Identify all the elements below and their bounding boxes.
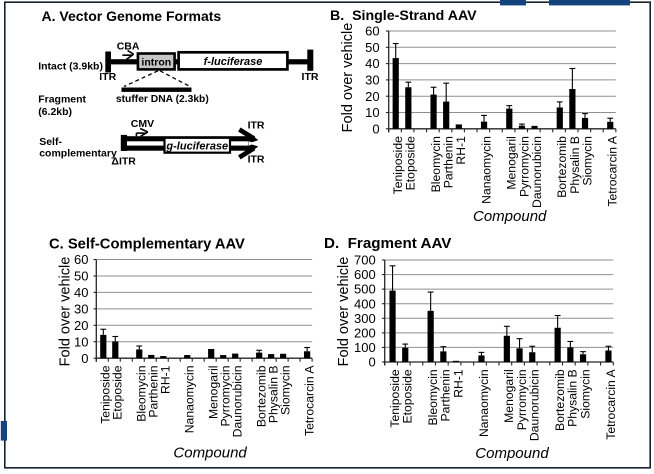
- svg-text:C. Self-Complementary AAV: C. Self-Complementary AAV: [49, 236, 245, 252]
- svg-text:Compound: Compound: [173, 444, 247, 461]
- svg-text:Self-: Self-: [39, 136, 62, 148]
- svg-text:400: 400: [354, 296, 376, 311]
- svg-text:200: 200: [354, 326, 376, 341]
- svg-text:Bleomycin: Bleomycin: [429, 136, 443, 192]
- svg-text:Fold over vehicle: Fold over vehicle: [58, 257, 74, 367]
- svg-text:Siomycin: Siomycin: [279, 366, 293, 415]
- svg-text:B. Single-Strand AAV: B. Single-Strand AAV: [330, 8, 477, 24]
- svg-text:Fold over vehicle: Fold over vehicle: [336, 257, 352, 367]
- svg-text:Tetrocarcin A: Tetrocarcin A: [604, 368, 618, 439]
- svg-text:Intact (3.9kb): Intact (3.9kb): [38, 60, 103, 72]
- svg-text:ITR: ITR: [248, 119, 265, 131]
- svg-text:Etoposide: Etoposide: [401, 369, 415, 423]
- svg-text:20: 20: [74, 318, 88, 333]
- svg-text:ITR: ITR: [248, 153, 265, 165]
- svg-text:Bleomycin: Bleomycin: [426, 369, 440, 425]
- svg-text:50: 50: [365, 40, 379, 55]
- svg-text:Bortezomib: Bortezomib: [255, 365, 269, 427]
- svg-text:Daunorubicin: Daunorubicin: [530, 136, 544, 208]
- svg-text:Etoposide: Etoposide: [111, 365, 125, 419]
- svg-text:Menogaril: Menogaril: [207, 366, 221, 420]
- svg-text:D. Fragment AAV: D. Fragment AAV: [324, 235, 452, 252]
- svg-text:A. Vector Genome Formats: A. Vector Genome Formats: [42, 8, 222, 24]
- svg-text:10: 10: [74, 334, 88, 349]
- svg-text:Physalin B: Physalin B: [568, 136, 582, 194]
- svg-text:Physalin B: Physalin B: [566, 369, 580, 427]
- svg-text:Etoposide: Etoposide: [404, 136, 418, 190]
- svg-text:10: 10: [365, 105, 379, 120]
- svg-text:20: 20: [365, 89, 379, 104]
- svg-text:RH-1: RH-1: [454, 136, 468, 165]
- svg-text:50: 50: [74, 269, 88, 284]
- svg-text:0: 0: [81, 351, 88, 366]
- svg-text:Pyrromycin: Pyrromycin: [517, 136, 531, 197]
- svg-text:intron: intron: [141, 57, 171, 69]
- svg-text:500: 500: [354, 282, 376, 297]
- svg-text:Siomycin: Siomycin: [580, 136, 594, 185]
- svg-text:40: 40: [74, 285, 88, 300]
- svg-text:stuffer DNA (2.3kb): stuffer DNA (2.3kb): [116, 94, 209, 105]
- svg-text:300: 300: [354, 311, 376, 326]
- svg-text:Teniposide: Teniposide: [99, 365, 113, 423]
- svg-text:Daunorubicin: Daunorubicin: [231, 366, 245, 438]
- svg-text:RH-1: RH-1: [451, 369, 465, 398]
- svg-text:700: 700: [354, 253, 376, 268]
- svg-text:CMV: CMV: [131, 118, 154, 130]
- svg-text:Nanaomycin: Nanaomycin: [477, 369, 491, 437]
- svg-text:Teniposide: Teniposide: [388, 369, 402, 427]
- svg-text:ITR: ITR: [302, 71, 319, 83]
- svg-text:40: 40: [365, 56, 379, 71]
- svg-text:30: 30: [365, 73, 379, 88]
- svg-text:Menogaril: Menogaril: [505, 136, 519, 190]
- svg-text:0: 0: [368, 355, 375, 370]
- svg-text:Bortezomib: Bortezomib: [553, 369, 567, 431]
- svg-text:30: 30: [74, 302, 88, 317]
- svg-text:g-luciferase: g-luciferase: [165, 140, 228, 152]
- svg-text:Physalin B: Physalin B: [267, 366, 281, 424]
- svg-text:complementary: complementary: [39, 148, 117, 160]
- svg-text:Daunorubicin: Daunorubicin: [528, 369, 542, 441]
- svg-text:Bortezomib: Bortezomib: [555, 136, 569, 198]
- svg-text:0: 0: [372, 121, 379, 136]
- svg-text:Tetrocarcin A: Tetrocarcin A: [303, 365, 317, 436]
- svg-text:60: 60: [365, 24, 379, 39]
- svg-text:RH-1: RH-1: [159, 365, 173, 394]
- svg-text:Bleomycin: Bleomycin: [135, 366, 149, 422]
- svg-text:Parthenin: Parthenin: [439, 369, 453, 421]
- svg-text:60: 60: [74, 252, 88, 267]
- svg-text:Compound: Compound: [475, 445, 549, 462]
- svg-text:600: 600: [354, 267, 376, 282]
- svg-text:Nanaomycin: Nanaomycin: [183, 366, 197, 434]
- svg-text:CBA: CBA: [117, 40, 140, 52]
- svg-text:Tetrocarcin A: Tetrocarcin A: [606, 135, 620, 206]
- svg-text:Parthenin: Parthenin: [442, 136, 456, 188]
- svg-text:Teniposide: Teniposide: [391, 136, 405, 194]
- svg-text:Siomycin: Siomycin: [578, 369, 592, 418]
- svg-text:Fragment: Fragment: [38, 94, 86, 106]
- svg-text:Fold over vehicle: Fold over vehicle: [340, 23, 356, 133]
- svg-text:Compound: Compound: [473, 208, 547, 225]
- svg-text:f-luciferase: f-luciferase: [204, 56, 263, 68]
- svg-text:Pyrromycin: Pyrromycin: [219, 366, 233, 427]
- svg-text:(6.2kb): (6.2kb): [38, 106, 72, 118]
- svg-text:ΔITR: ΔITR: [111, 155, 136, 167]
- svg-text:Pyrromycin: Pyrromycin: [515, 369, 529, 430]
- svg-text:100: 100: [354, 340, 376, 355]
- svg-text:ITR: ITR: [99, 71, 116, 83]
- svg-text:Menogaril: Menogaril: [502, 369, 516, 423]
- svg-text:Nanaomycin: Nanaomycin: [479, 136, 493, 204]
- svg-text:Parthenin: Parthenin: [147, 366, 161, 418]
